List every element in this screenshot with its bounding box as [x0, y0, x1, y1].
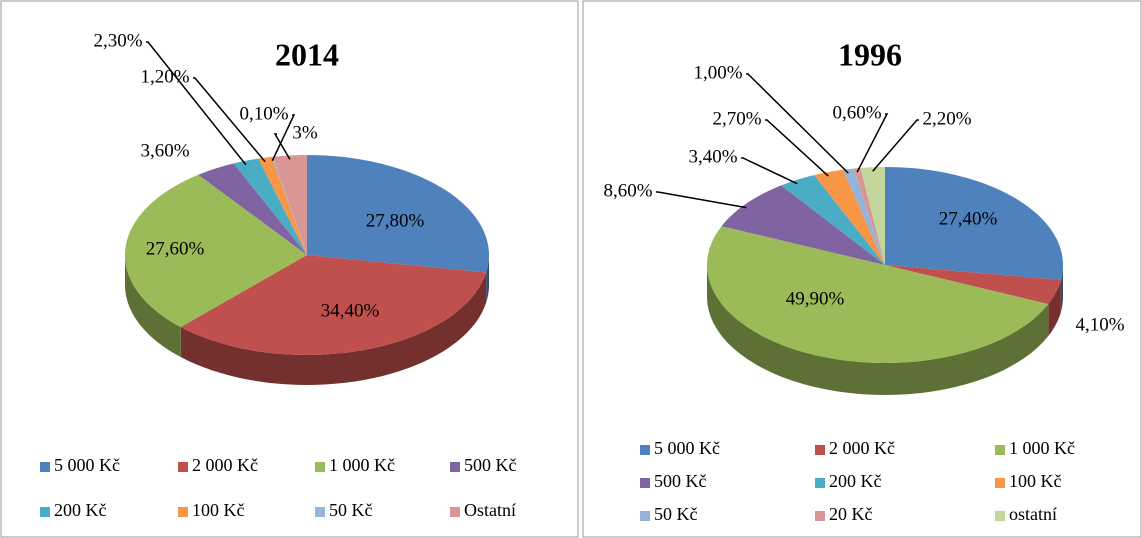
data-label: 1,20%	[140, 66, 189, 87]
slice	[885, 265, 1061, 305]
legend-swatch	[815, 511, 825, 521]
legend-swatch	[315, 507, 325, 517]
legend-label: 1 000 Kč	[1009, 438, 1075, 458]
legend-label: 200 Kč	[829, 471, 882, 491]
legend-label: Ostatní	[464, 500, 516, 520]
data-label: 2,70%	[712, 108, 761, 129]
legend-swatch	[995, 445, 1005, 455]
slice	[885, 167, 1063, 280]
slice	[781, 175, 885, 265]
legend-swatch	[40, 462, 50, 472]
slice	[307, 155, 489, 273]
leader-line	[273, 133, 291, 160]
data-label: 27,80%	[366, 210, 425, 231]
leader-line	[746, 73, 849, 174]
data-label: 3,60%	[140, 140, 189, 161]
legend-swatch	[640, 445, 650, 455]
leader-line	[872, 119, 919, 172]
leader-line	[271, 114, 296, 162]
slice	[707, 226, 1049, 363]
slice	[125, 174, 307, 327]
legend-label: 100 Kč	[192, 500, 245, 520]
legend-label: ostatní	[1009, 504, 1057, 524]
chart-title: 2014	[275, 36, 339, 72]
leader-line	[656, 191, 747, 209]
slice	[842, 168, 885, 265]
slice	[271, 156, 307, 255]
slice	[272, 155, 307, 255]
slice	[814, 169, 885, 265]
slice	[721, 185, 885, 265]
legend-label: 500 Kč	[464, 455, 517, 475]
slice	[198, 163, 307, 255]
legend-swatch	[640, 478, 650, 488]
slice-side	[486, 255, 489, 303]
slice-side	[707, 265, 1049, 395]
slice-side	[125, 255, 181, 357]
data-label: 49,90%	[786, 288, 845, 309]
legend-label: 20 Kč	[829, 504, 873, 524]
leader-line	[193, 77, 266, 163]
slice-side	[180, 272, 487, 385]
slice	[860, 167, 885, 265]
chart-title: 1996	[838, 36, 902, 72]
legend-label: 5 000 Kč	[654, 438, 720, 458]
data-label: 8,60%	[603, 180, 652, 201]
legend-label: 100 Kč	[1009, 471, 1062, 491]
data-label: 4,10%	[1075, 314, 1124, 335]
legend-swatch	[450, 507, 460, 517]
legend-label: 1 000 Kč	[329, 455, 395, 475]
legend-swatch	[815, 478, 825, 488]
data-label: 2,30%	[93, 30, 142, 51]
legend-swatch	[995, 478, 1005, 488]
panel-border	[0, 0, 579, 538]
data-label: 27,40%	[939, 208, 998, 229]
legend-swatch	[450, 462, 460, 472]
leader-line	[741, 157, 798, 185]
legend-label: 200 Kč	[54, 500, 107, 520]
slice	[180, 255, 487, 355]
legend-label: 5 000 Kč	[54, 455, 120, 475]
slice-side	[1048, 279, 1061, 337]
slice	[233, 158, 307, 255]
data-label: 3,40%	[688, 146, 737, 167]
legend-swatch	[178, 507, 188, 517]
leader-line	[765, 119, 829, 177]
legend-label: 500 Kč	[654, 471, 707, 491]
data-label: 1,00%	[693, 62, 742, 83]
panel-border	[582, 0, 1142, 538]
slice	[853, 167, 885, 265]
legend-swatch	[178, 462, 188, 472]
legend-swatch	[40, 507, 50, 517]
leader-line	[146, 41, 247, 166]
data-label: 34,40%	[321, 300, 380, 321]
legend-label: 2 000 Kč	[192, 455, 258, 475]
data-label: 0,60%	[832, 102, 881, 123]
slice	[258, 156, 307, 255]
leader-line	[856, 113, 889, 173]
slice-side	[1060, 265, 1063, 312]
data-label: 3%	[292, 122, 318, 143]
legend-label: 2 000 Kč	[829, 438, 895, 458]
legend-swatch	[315, 462, 325, 472]
data-label: 0,10%	[239, 103, 288, 124]
legend-swatch	[995, 511, 1005, 521]
legend-label: 50 Kč	[329, 500, 373, 520]
legend-swatch	[815, 445, 825, 455]
legend-label: 50 Kč	[654, 504, 698, 524]
legend-swatch	[640, 511, 650, 521]
data-label: 27,60%	[146, 238, 205, 259]
data-label: 2,20%	[922, 108, 971, 129]
